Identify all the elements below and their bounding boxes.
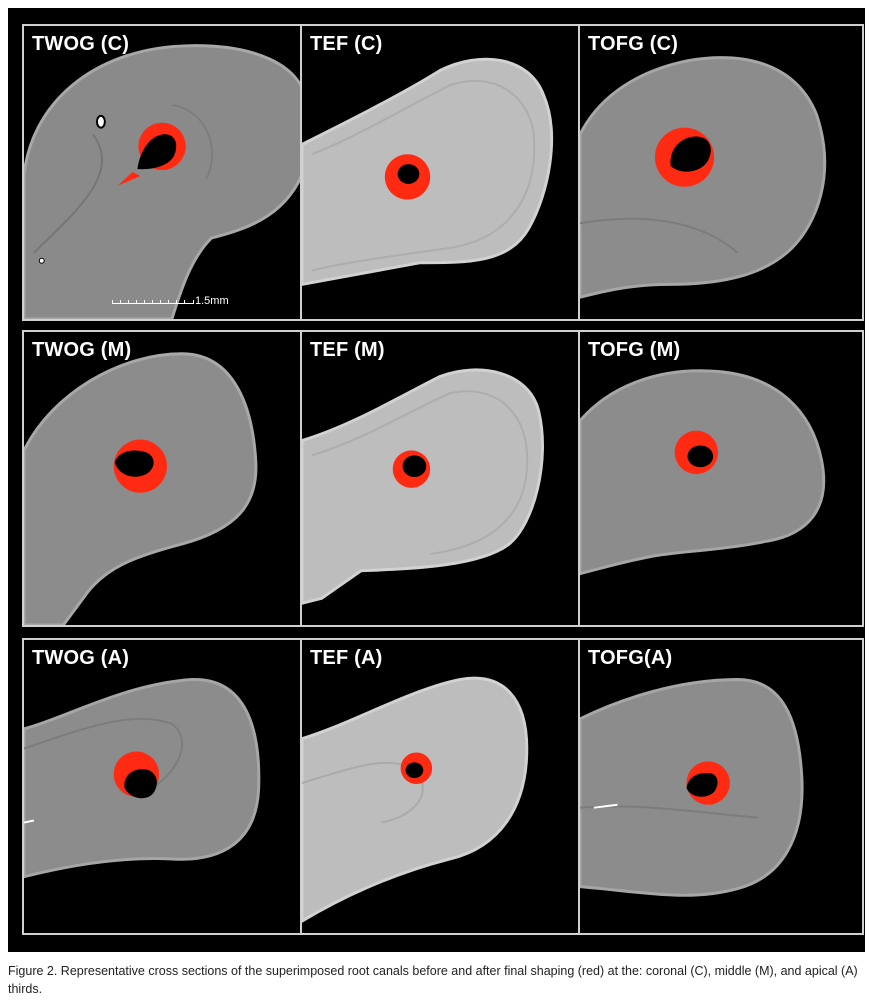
panel-twog-coronal: TWOG (C) 1.5mm	[22, 24, 308, 321]
cross-section-image	[302, 368, 544, 605]
panel-label: TEF (A)	[310, 647, 383, 669]
panel-label: TOFG (M)	[588, 339, 681, 361]
cross-section-image	[24, 352, 258, 625]
panel-label: TWOG (A)	[32, 647, 130, 669]
cross-section-image	[24, 44, 306, 319]
panel-tef-coronal: TEF (C)	[300, 24, 586, 321]
scale-bar-label: 1.5mm	[195, 295, 229, 307]
panel-label: TEF (C)	[310, 33, 383, 55]
panel-tef-apical: TEF (A)	[300, 638, 586, 935]
cross-section-image	[580, 678, 804, 897]
cross-section-image	[580, 56, 827, 299]
panel-label: TOFG(A)	[588, 647, 673, 669]
cross-section-image	[580, 369, 826, 576]
figure-grid: TWOG (C) 1.5mm TEF (C) TOFG (C)	[8, 8, 865, 952]
panel-tofg-apical: TOFG(A)	[578, 638, 864, 935]
panel-label: TOFG (C)	[588, 33, 679, 55]
panel-tofg-coronal: TOFG (C)	[578, 24, 864, 321]
cross-section-image	[24, 678, 261, 879]
panel-twog-middle: TWOG (M)	[22, 330, 308, 627]
panel-label: TEF (M)	[310, 339, 385, 361]
figure-caption: Figure 2. Representative cross sections …	[8, 964, 858, 996]
panel-twog-apical: TWOG (A)	[22, 638, 308, 935]
panel-tofg-middle: TOFG (M)	[578, 330, 864, 627]
panel-label: TWOG (M)	[32, 339, 132, 361]
panel-label: TWOG (C)	[32, 33, 130, 55]
cross-section-image	[302, 676, 529, 923]
cross-section-image	[302, 57, 554, 286]
panel-tef-middle: TEF (M)	[300, 330, 586, 627]
